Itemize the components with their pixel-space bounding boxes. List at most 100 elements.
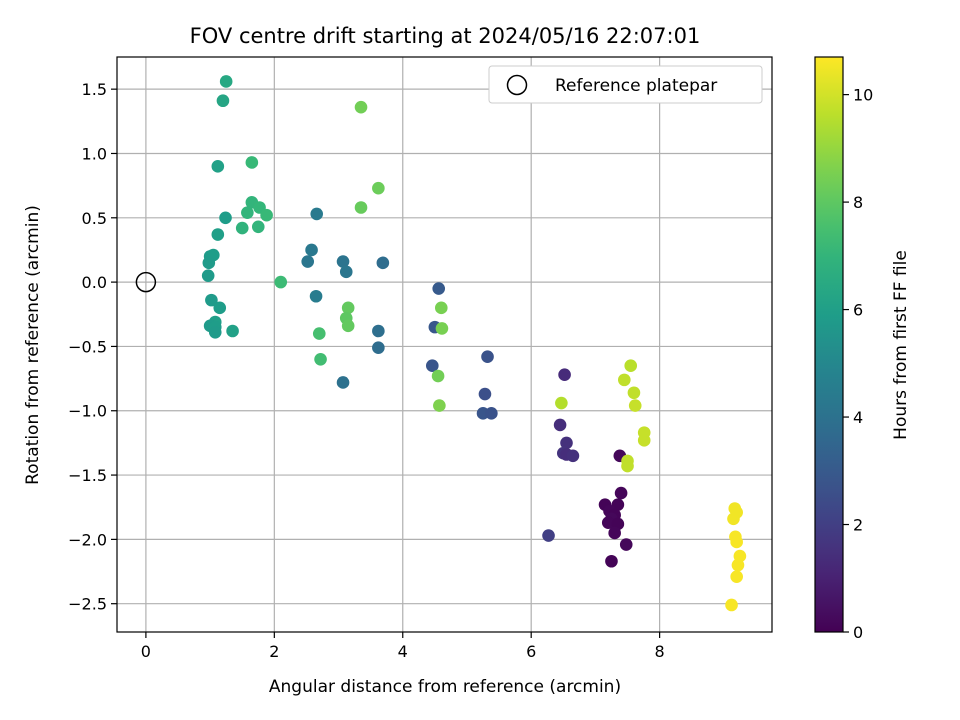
data-point xyxy=(211,228,225,241)
y-tick-label: −2.0 xyxy=(68,530,107,549)
data-point xyxy=(226,324,239,338)
data-point xyxy=(434,301,448,315)
data-point xyxy=(621,459,634,473)
data-points xyxy=(201,75,747,612)
y-tick-label: 0.5 xyxy=(82,209,107,228)
data-point xyxy=(251,220,265,234)
data-point xyxy=(376,256,390,270)
data-point xyxy=(433,399,446,412)
y-tick-label: −1.0 xyxy=(68,402,107,421)
data-point xyxy=(478,387,492,401)
data-point xyxy=(213,301,227,315)
colorbar-tick-label: 10 xyxy=(853,86,873,105)
data-point xyxy=(208,325,222,339)
y-axis-label: Rotation from reference (arcmin) xyxy=(23,205,43,485)
x-axis-ticks: 0 2 4 6 8 xyxy=(141,632,665,661)
reference-point-marker xyxy=(135,271,157,293)
data-point xyxy=(627,386,641,400)
data-point xyxy=(485,407,498,420)
legend: Reference platepar xyxy=(488,65,763,104)
data-point xyxy=(725,598,738,612)
data-point xyxy=(219,75,233,88)
data-point xyxy=(339,265,353,279)
grid-lines xyxy=(117,57,772,632)
colorbar-tick-label: 2 xyxy=(853,516,863,535)
data-point xyxy=(731,558,745,572)
data-point xyxy=(624,359,638,373)
data-point xyxy=(216,94,230,108)
data-point xyxy=(245,156,259,169)
y-tick-label: 1.0 xyxy=(82,144,107,163)
data-point xyxy=(432,282,446,295)
legend-entry-label: Reference platepar xyxy=(555,76,717,96)
y-tick-label: −1.5 xyxy=(68,466,107,485)
colorbar: 0 2 4 6 8 10 Hours from first FF file xyxy=(814,56,911,642)
chart-title: FOV centre drift starting at 2024/05/16 … xyxy=(190,24,701,48)
data-point xyxy=(372,181,385,195)
data-point xyxy=(314,352,327,366)
data-point xyxy=(435,322,449,335)
plot-background xyxy=(117,57,772,632)
data-point xyxy=(260,208,273,222)
data-point xyxy=(614,486,628,500)
data-point xyxy=(542,529,555,542)
x-tick-label: 0 xyxy=(141,642,151,661)
x-tick-label: 6 xyxy=(526,642,536,661)
legend-box xyxy=(488,65,763,104)
y-tick-label: −2.5 xyxy=(68,595,107,614)
data-point xyxy=(618,373,631,387)
plot-area xyxy=(116,56,773,633)
data-point xyxy=(558,368,571,382)
data-point xyxy=(301,255,315,268)
y-tick-label: 0.0 xyxy=(82,273,107,292)
data-point xyxy=(219,211,232,225)
data-point xyxy=(425,359,439,373)
data-point xyxy=(336,255,350,268)
data-point xyxy=(727,512,740,526)
data-point xyxy=(201,269,215,282)
colorbar-ticks: 0 2 4 6 8 10 xyxy=(843,86,873,642)
data-point xyxy=(336,376,350,389)
data-point xyxy=(628,399,642,412)
colorbar-tick-label: 8 xyxy=(853,193,863,212)
data-point xyxy=(235,221,249,235)
data-point xyxy=(619,538,633,551)
data-point xyxy=(372,324,385,338)
data-point xyxy=(205,293,218,307)
data-point xyxy=(481,350,494,364)
data-point xyxy=(309,289,323,303)
data-point xyxy=(354,201,368,214)
x-tick-label: 8 xyxy=(655,642,665,661)
data-point xyxy=(202,256,216,270)
data-point xyxy=(372,341,385,355)
data-point xyxy=(274,275,288,289)
x-tick-label: 2 xyxy=(269,642,279,661)
x-tick-label: 4 xyxy=(398,642,408,661)
data-point xyxy=(560,436,573,450)
data-point xyxy=(305,243,318,257)
data-point xyxy=(637,434,651,447)
y-tick-label: −0.5 xyxy=(68,337,107,356)
data-point xyxy=(341,319,355,333)
data-point xyxy=(341,301,355,315)
data-point xyxy=(553,418,567,432)
x-axis-label: Angular distance from reference (arcmin) xyxy=(269,677,621,697)
data-point xyxy=(605,554,618,568)
colorbar-frame xyxy=(814,56,844,633)
y-axis-ticks: −2.5 −2.0 −1.5 −1.0 −0.5 0.0 0.5 1.0 1.5 xyxy=(68,80,117,614)
plot-frame xyxy=(116,56,773,633)
legend-marker-icon xyxy=(506,74,528,96)
data-point xyxy=(601,516,615,529)
data-point xyxy=(730,535,743,549)
data-point xyxy=(312,327,326,340)
reference-marker xyxy=(135,271,157,293)
colorbar-tick-label: 4 xyxy=(853,408,863,427)
colorbar-tick-label: 0 xyxy=(853,623,863,642)
data-point xyxy=(566,449,580,463)
colorbar-tick-label: 6 xyxy=(853,301,863,320)
y-tick-label: 1.5 xyxy=(82,80,107,99)
data-point xyxy=(310,207,324,221)
data-point xyxy=(354,100,368,114)
data-point xyxy=(730,570,743,583)
